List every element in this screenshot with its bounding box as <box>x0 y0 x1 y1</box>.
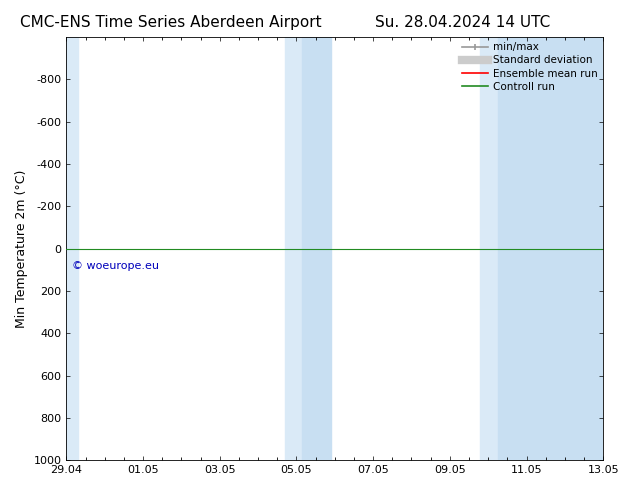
Bar <box>63 37 78 460</box>
Bar <box>481 37 498 460</box>
Bar <box>285 37 302 460</box>
Bar <box>302 37 331 460</box>
Legend: min/max, Standard deviation, Ensemble mean run, Controll run: min/max, Standard deviation, Ensemble me… <box>462 42 598 92</box>
Title: CMC-ENS Time Series Aberdeen Airport    Su. 28.04.2024 14 UTC: CMC-ENS Time Series Aberdeen Airport Su.… <box>0 489 1 490</box>
Text: © woeurope.eu: © woeurope.eu <box>72 261 159 271</box>
Y-axis label: Min Temperature 2m (°C): Min Temperature 2m (°C) <box>15 170 28 328</box>
Text: Su. 28.04.2024 14 UTC: Su. 28.04.2024 14 UTC <box>375 15 550 30</box>
Text: CMC-ENS Time Series Aberdeen Airport: CMC-ENS Time Series Aberdeen Airport <box>20 15 322 30</box>
Bar <box>498 37 607 460</box>
